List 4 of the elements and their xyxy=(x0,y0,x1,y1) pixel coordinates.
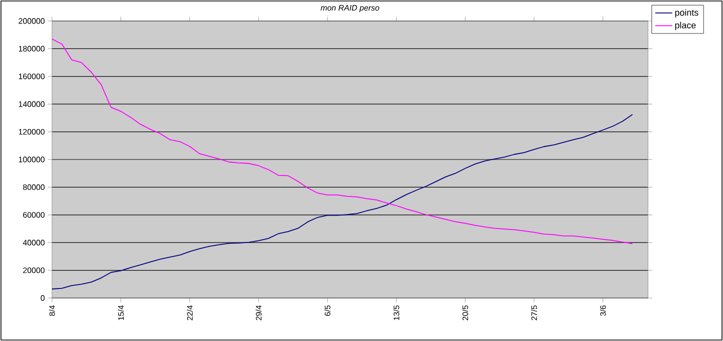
line-series xyxy=(52,38,633,244)
legend-label: place xyxy=(675,22,696,30)
legend-label: points xyxy=(675,9,698,18)
line-series xyxy=(52,114,633,290)
